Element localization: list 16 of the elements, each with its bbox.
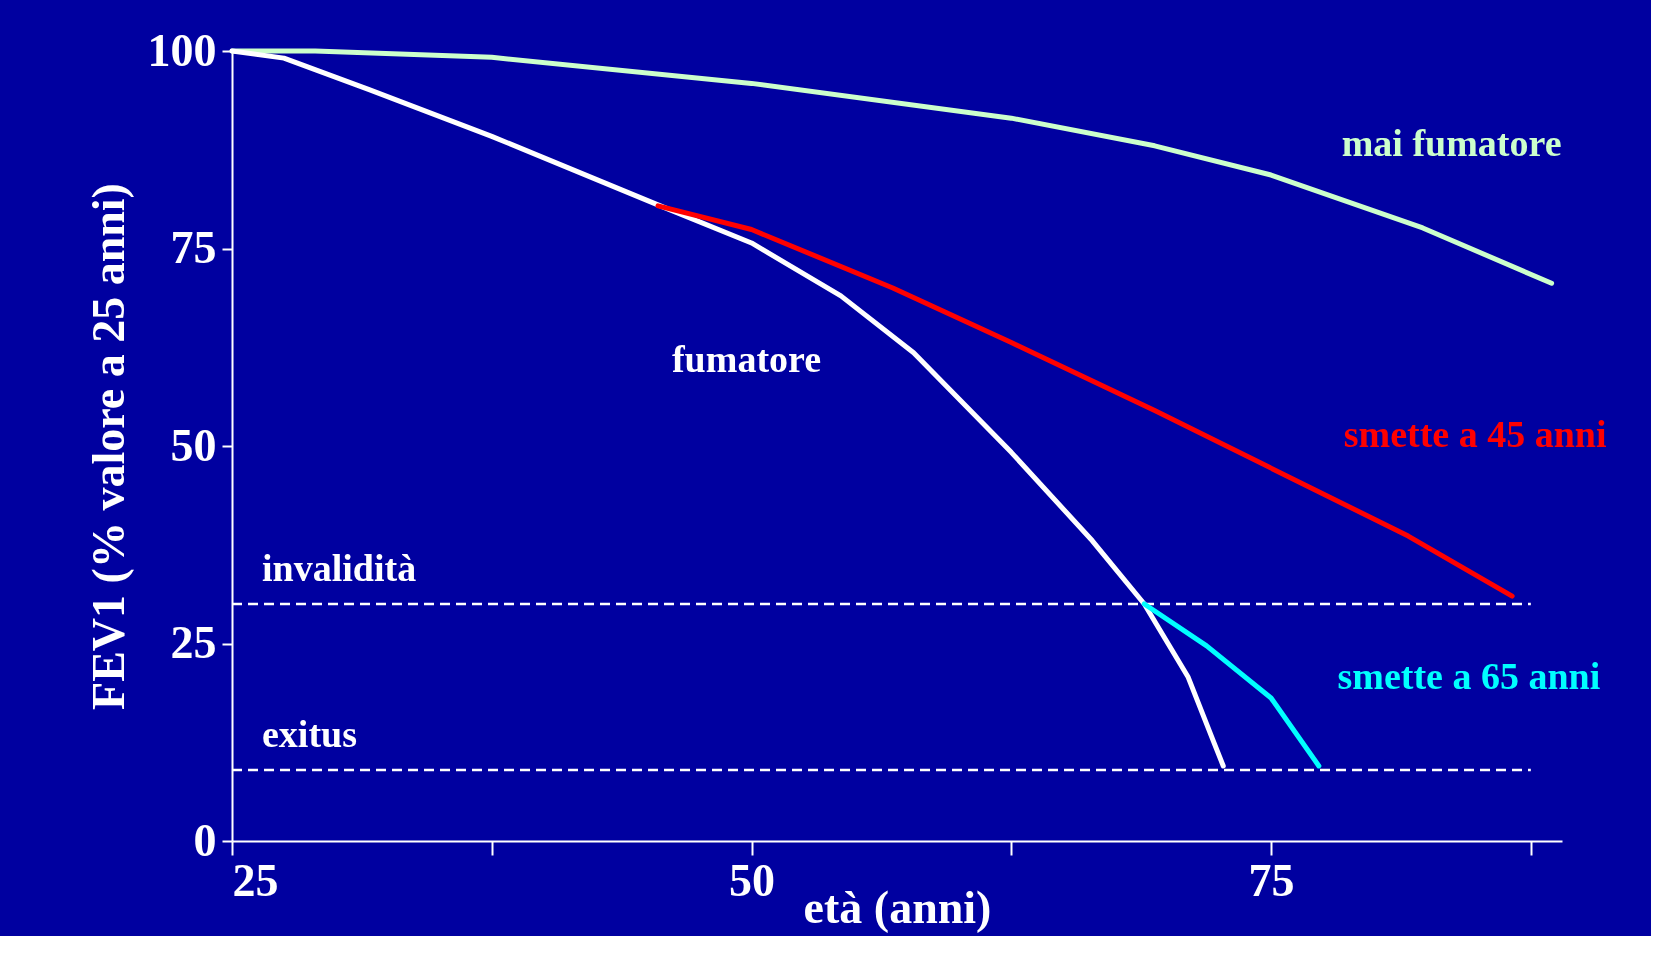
- x-tick-label: 75: [1248, 854, 1295, 906]
- y-tick-label: 50: [170, 419, 217, 471]
- series-label: fumatore: [671, 337, 822, 380]
- series-label: mai fumatore: [1341, 122, 1562, 165]
- x-tick-label: 25: [232, 854, 279, 906]
- series-label: smette a 65 anni: [1337, 654, 1601, 697]
- y-axis-title: FEV1 (% valore a 25 anni): [82, 183, 134, 710]
- y-tick-label: 75: [170, 222, 217, 273]
- y-tick-label: 0: [193, 814, 217, 866]
- y-tick-label: 100: [147, 24, 217, 76]
- x-axis-title: età (anni): [803, 881, 992, 933]
- x-tick-label: 50: [729, 854, 776, 906]
- y-tick-label: 25: [170, 617, 217, 668]
- ref-line-label: exitus: [262, 712, 357, 755]
- ref-line-label: invalidità: [262, 547, 417, 589]
- series-label: smette a 45 anni: [1343, 413, 1607, 456]
